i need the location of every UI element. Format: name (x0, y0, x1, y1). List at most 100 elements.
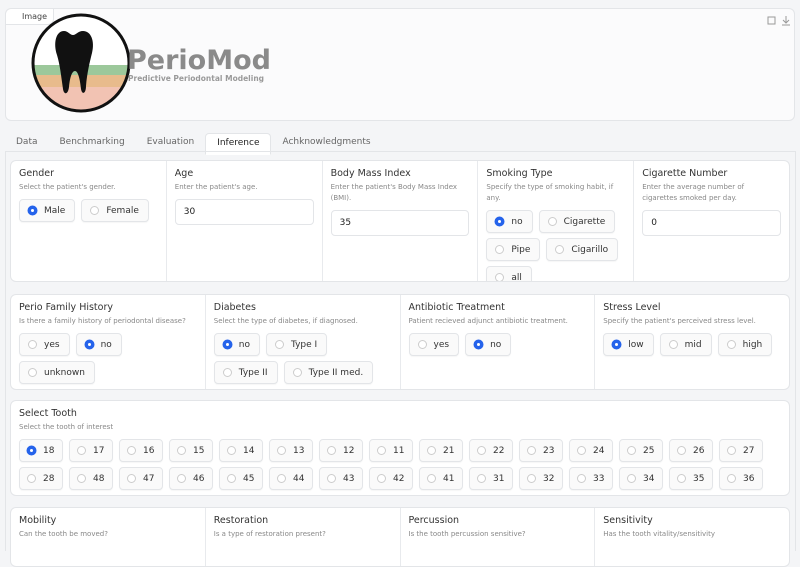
number-input[interactable]: 30 (174, 199, 314, 225)
tab[interactable]: Evaluation (146, 137, 195, 147)
radio-option[interactable]: 13 (269, 439, 313, 462)
field: Age Enter the patient's age. 30 (165, 161, 322, 281)
option-text: Type I (290, 339, 318, 350)
tab[interactable]: Data (16, 137, 38, 147)
field-info: Enter the average number of cigarettes s… (642, 183, 745, 202)
option-text: 22 (493, 445, 505, 456)
field: Select Tooth Select the tooth of interest… (11, 401, 789, 495)
radio-option[interactable]: Cigarillo (546, 238, 619, 261)
radio-option[interactable]: 32 (519, 467, 563, 490)
tab[interactable]: Benchmarking (59, 137, 125, 147)
radio-option[interactable]: Type II med. (283, 361, 374, 384)
radio-option[interactable]: Female (81, 199, 149, 222)
radio-circle (377, 474, 386, 483)
radio-option[interactable]: Male (19, 199, 76, 222)
radio-option[interactable]: Pipe (486, 238, 541, 261)
number-input[interactable]: 0 (642, 210, 781, 236)
radio-option[interactable]: 47 (119, 467, 163, 490)
radio-option[interactable]: 38 (69, 495, 113, 496)
tab[interactable]: Inference (205, 133, 272, 155)
radio-option[interactable]: 24 (569, 439, 613, 462)
radio-option[interactable]: 35 (669, 467, 713, 490)
radio-circle (577, 474, 586, 483)
number-input[interactable]: 35 (330, 210, 470, 236)
radio-option[interactable]: 25 (619, 439, 663, 462)
radio-option[interactable]: 12 (319, 439, 363, 462)
radio-option[interactable]: 43 (319, 467, 363, 490)
radio-option[interactable]: 31 (469, 467, 513, 490)
field-label: Restoration (213, 515, 269, 526)
form-row: Perio Family History Is there a family hi… (10, 294, 790, 390)
option-text: Type II (238, 367, 268, 378)
field-label: Mobility (19, 515, 57, 526)
radio-option[interactable]: yes (408, 333, 460, 356)
radio-group: Male Female (19, 199, 158, 222)
field-label: Cigarette Number (642, 168, 728, 179)
radio-option[interactable]: all (486, 266, 532, 281)
radio-option[interactable]: 36 (719, 467, 763, 490)
radio-circle (27, 446, 36, 455)
field-info: Has the tooth vitality/sensitivity (603, 530, 716, 538)
radio-option[interactable]: 23 (519, 439, 563, 462)
option-text: 27 (743, 445, 755, 456)
radio-option[interactable]: 27 (719, 439, 763, 462)
radio-option[interactable]: no (75, 333, 122, 356)
radio-circle (28, 206, 37, 215)
radio-option[interactable]: 34 (619, 467, 663, 490)
radio-circle (277, 474, 286, 483)
field: Mobility Can the tooth be moved? (11, 508, 205, 566)
radio-option[interactable]: 11 (369, 439, 413, 462)
radio-option[interactable]: 28 (19, 467, 63, 490)
radio-option[interactable]: 21 (419, 439, 463, 462)
radio-circle (677, 474, 686, 483)
radio-circle (547, 217, 557, 226)
option-text: 36 (743, 473, 755, 484)
radio-option[interactable]: 16 (119, 439, 163, 462)
radio-circle (527, 474, 536, 483)
radio-option[interactable]: Type II (213, 361, 278, 384)
radio-circle (726, 340, 736, 349)
radio-option[interactable]: 45 (219, 467, 263, 490)
option-text: mid (684, 339, 702, 350)
tab[interactable]: Achknowledgments (282, 137, 371, 147)
radio-option[interactable]: 42 (369, 467, 413, 490)
radio-option[interactable]: 17 (69, 439, 113, 462)
radio-option[interactable]: high (717, 333, 773, 356)
radio-option[interactable]: 26 (669, 439, 713, 462)
radio-option[interactable]: no (465, 333, 512, 356)
radio-circle (127, 446, 136, 455)
option-text: 25 (643, 445, 655, 456)
radio-option[interactable]: 44 (269, 467, 313, 490)
option-text: yes (433, 339, 450, 350)
tab-bar: Data Benchmarking Evaluation Inference Achkn… (5, 133, 382, 155)
radio-circle (222, 340, 232, 349)
radio-option[interactable]: mid (659, 333, 712, 356)
radio-option[interactable]: 41 (419, 467, 463, 490)
radio-option[interactable]: 14 (219, 439, 263, 462)
radio-option[interactable]: yes (19, 333, 70, 356)
radio-option[interactable]: Cigarette (538, 210, 616, 233)
option-text: Cigarillo (571, 244, 609, 255)
radio-option[interactable]: 48 (69, 467, 113, 490)
radio-circle (177, 446, 186, 455)
radio-option[interactable]: low (603, 333, 654, 356)
radio-option[interactable]: 22 (469, 439, 513, 462)
radio-option[interactable]: no (486, 210, 533, 233)
radio-option[interactable]: 46 (169, 467, 213, 490)
option-text: 12 (343, 445, 355, 456)
radio-option[interactable]: 33 (569, 467, 613, 490)
radio-option[interactable]: unknown (19, 361, 95, 384)
radio-circle (527, 446, 536, 455)
radio-option[interactable]: 37 (19, 495, 63, 496)
logo-subtitle: Predictive Periodontal Modeling (128, 74, 264, 83)
tab-panel (5, 151, 796, 551)
radio-option[interactable]: 15 (169, 439, 213, 462)
radio-circle (612, 340, 622, 349)
field: Stress Level Specify the patient's percei… (594, 295, 789, 389)
radio-option[interactable]: Type I (265, 333, 328, 356)
radio-option[interactable]: no (213, 333, 260, 356)
radio-circle (577, 446, 586, 455)
logo: PerioMod Predictive Periodontal Modeling (31, 13, 790, 113)
radio-option[interactable]: 18 (19, 439, 63, 462)
option-text: Type II med. (308, 367, 364, 378)
